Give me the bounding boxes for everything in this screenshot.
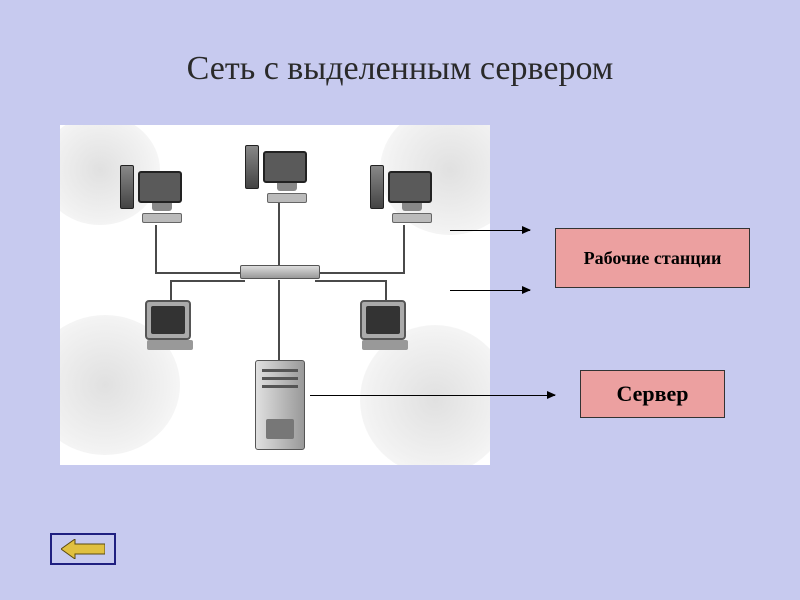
crt-monitor-icon <box>145 300 191 340</box>
workstation-node <box>245 145 315 215</box>
server-label-box: Сервер <box>580 370 725 418</box>
keyboard-icon <box>142 213 182 223</box>
keyboard-icon <box>267 193 307 203</box>
monitor-icon <box>138 171 182 203</box>
net-edge <box>155 272 245 274</box>
net-edge <box>278 280 280 360</box>
switch-node <box>240 265 320 279</box>
page-title: Сеть с выделенным сервером <box>0 50 800 88</box>
back-button[interactable] <box>50 533 116 565</box>
tower-icon <box>245 145 259 189</box>
tower-icon <box>370 165 384 209</box>
pointer-arrow <box>450 290 530 291</box>
net-edge <box>170 280 245 282</box>
monitor-icon <box>388 171 432 203</box>
crt-monitor-icon <box>360 300 406 340</box>
keyboard-icon <box>392 213 432 223</box>
workstations-label-box: Рабочие станции <box>555 228 750 288</box>
monitor-icon <box>263 151 307 183</box>
pointer-arrow <box>310 395 555 396</box>
workstation-node <box>120 165 190 235</box>
tower-icon <box>120 165 134 209</box>
pointer-arrow <box>450 230 530 231</box>
server-label: Сервер <box>616 381 688 407</box>
workstations-label: Рабочие станции <box>584 248 722 269</box>
net-edge <box>315 280 387 282</box>
workstation-node <box>370 165 440 235</box>
back-arrow-icon <box>61 539 105 559</box>
net-edge <box>315 272 405 274</box>
server-node <box>255 360 305 450</box>
network-diagram-panel <box>60 125 490 465</box>
